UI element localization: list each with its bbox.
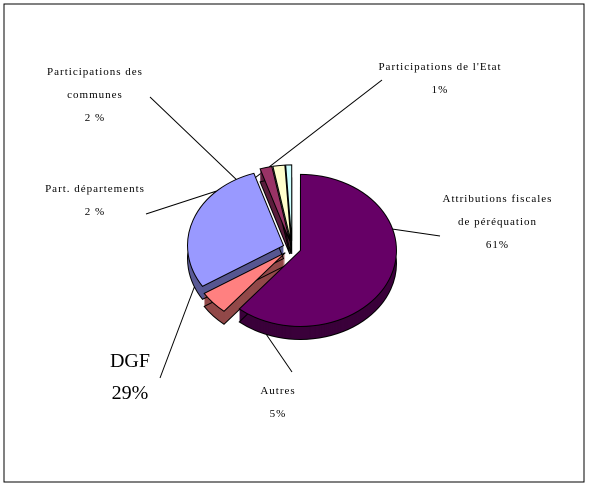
slice xyxy=(203,252,286,312)
category-label: Participations de l'Etat xyxy=(378,61,502,73)
slice xyxy=(285,164,293,241)
value-label: 61% xyxy=(485,239,510,251)
value-label: 1% xyxy=(431,84,449,96)
slice-label: DGF 29% xyxy=(95,345,165,409)
category-label: Autres xyxy=(260,385,296,397)
slice-label: Autres 5% xyxy=(240,380,316,426)
slice xyxy=(238,173,397,327)
slice xyxy=(259,165,291,242)
leader-line xyxy=(265,333,293,373)
value-label: 5% xyxy=(269,408,287,420)
chart-frame xyxy=(3,3,585,483)
value-label: 2 % xyxy=(84,112,106,124)
value-label: 29% xyxy=(111,382,149,404)
slice xyxy=(187,172,285,287)
category-label: Part. départements xyxy=(45,183,145,195)
slice-label: Attributions fiscales de péréquation 61% xyxy=(440,188,555,257)
slice-label: Participations des communes 2 % xyxy=(35,61,155,130)
leader-line xyxy=(149,96,241,184)
slice-label: Participations de l'Etat 1% xyxy=(375,56,505,102)
category-label: Participations des communes xyxy=(47,66,143,101)
leader-line xyxy=(159,271,201,379)
category-label: Attributions fiscales de péréquation xyxy=(442,193,553,228)
pie xyxy=(187,164,397,340)
slice xyxy=(272,164,292,242)
slice-label: Part. départements 2 % xyxy=(45,178,145,224)
category-label: DGF xyxy=(109,350,150,372)
slice-edge xyxy=(203,265,286,325)
leader-line xyxy=(391,228,441,237)
value-label: 2 % xyxy=(84,206,106,218)
